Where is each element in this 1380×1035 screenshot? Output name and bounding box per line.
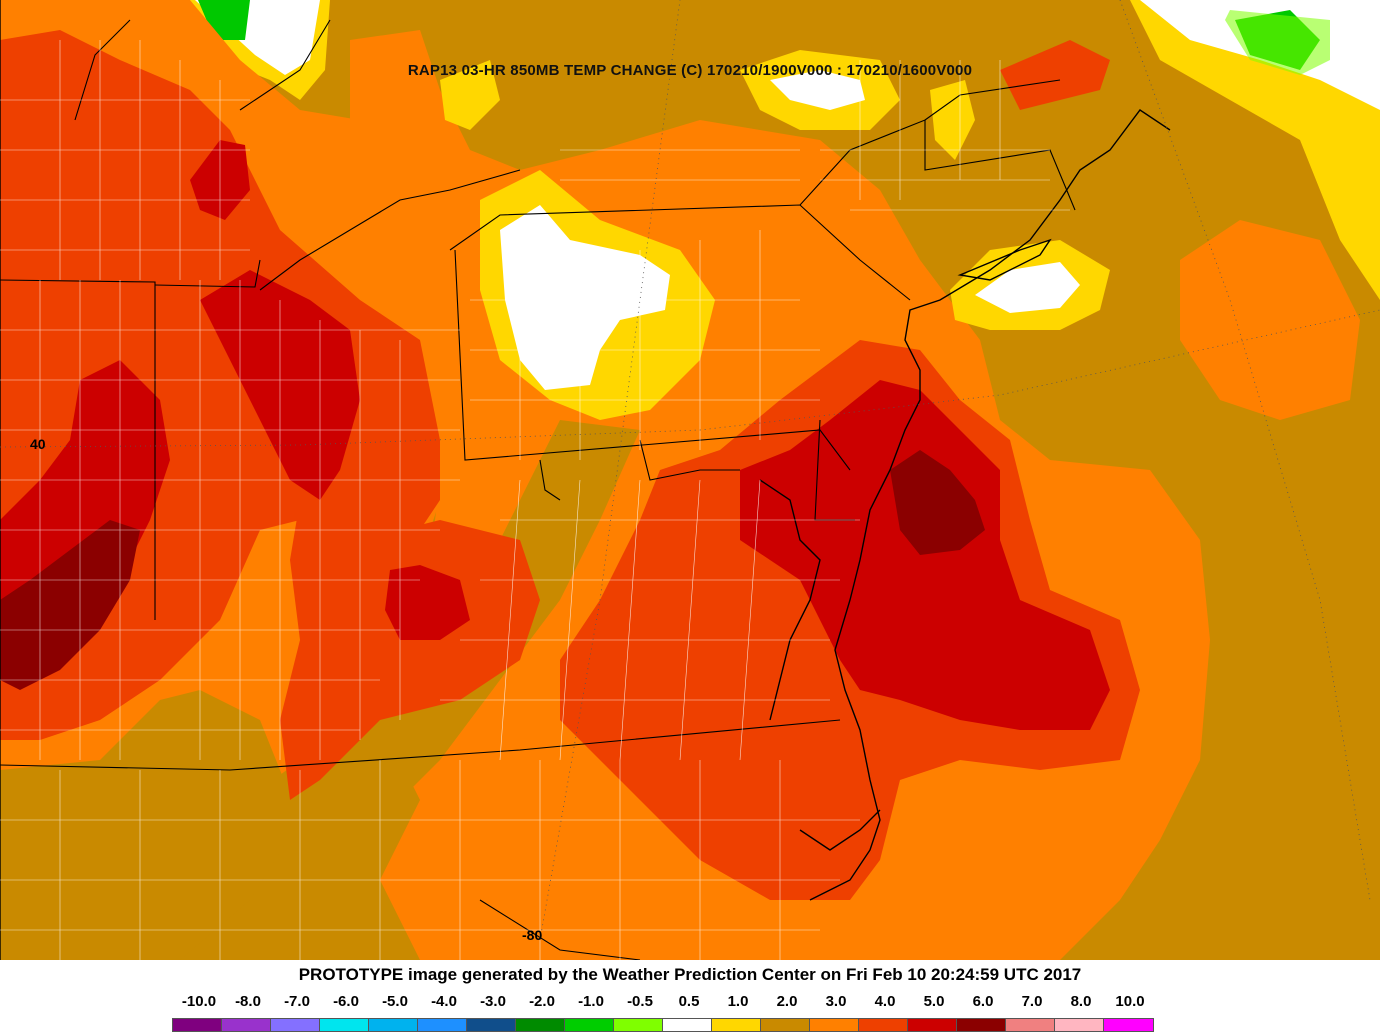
field-white-newyork (770, 70, 865, 110)
field-redorange-ohio (280, 500, 540, 800)
field-white-longisland (975, 262, 1080, 313)
legend-colorbar (172, 1018, 1154, 1032)
field-darkred-atlantic (890, 450, 985, 555)
legend-label: 2.0 (776, 993, 798, 1010)
legend-swatch (516, 1019, 565, 1031)
legend-swatch (173, 1019, 222, 1031)
state-boundaries (0, 19, 1076, 960)
legend-label: 6.0 (972, 993, 994, 1010)
legend-label: -0.5 (627, 993, 653, 1010)
coastline (0, 0, 1171, 960)
legend-swatch (1104, 1019, 1153, 1031)
legend-label: -7.0 (284, 993, 310, 1010)
legend-swatch (369, 1019, 418, 1031)
legend-swatch (418, 1019, 467, 1031)
field-pale-massachusetts (930, 80, 975, 160)
legend-label: 3.0 (825, 993, 847, 1010)
map-canvas (0, 0, 1380, 960)
legend-swatch (908, 1019, 957, 1031)
legend-label: 10.0 (1115, 993, 1145, 1010)
legend-swatch (320, 1019, 369, 1031)
legend-label: -4.0 (431, 993, 457, 1010)
legend-label: 4.0 (874, 993, 896, 1010)
legend-swatch (467, 1019, 516, 1031)
weather-map: RAP13 03-HR 850MB TEMP CHANGE (C) 170210… (0, 0, 1380, 960)
field-white-pennsylvania (500, 205, 670, 390)
legend-label: -1.0 (578, 993, 604, 1010)
legend-labels: -10.0 -8.0 -7.0 -6.0 -5.0 -4.0 -3.0 -2.0 -1.0 -0.… (0, 993, 1380, 1013)
map-title: RAP13 03-HR 850MB TEMP CHANGE (C) 170210… (407, 62, 973, 79)
field-redorange-mass (1000, 40, 1110, 110)
latitude-label: 40 (30, 436, 46, 452)
legend-swatch (957, 1019, 1006, 1031)
footer: PROTOTYPE image generated by the Weather… (0, 960, 1380, 1035)
legend-swatch (761, 1019, 810, 1031)
legend-label: 8.0 (1070, 993, 1092, 1010)
field-darkred-indiana (0, 520, 140, 690)
legend-label: 7.0 (1021, 993, 1043, 1010)
field-orange-east (1180, 220, 1360, 420)
legend-swatch (614, 1019, 663, 1031)
legend-label: -2.0 (529, 993, 555, 1010)
legend-swatch (663, 1019, 712, 1031)
lat-lon-grid (0, 0, 1380, 941)
legend-label: -5.0 (382, 993, 408, 1010)
legend-label: -8.0 (235, 993, 261, 1010)
credit-text: PROTOTYPE image generated by the Weather… (298, 965, 1082, 984)
legend-label: -6.0 (333, 993, 359, 1010)
legend-label: -3.0 (480, 993, 506, 1010)
field-lightgreen-northeast (1225, 10, 1330, 75)
longitude-label: -80 (522, 927, 543, 943)
legend-swatch (859, 1019, 908, 1031)
field-brown-south (0, 690, 300, 960)
field-red-delmarva (740, 380, 1110, 730)
legend-swatch (1055, 1019, 1104, 1031)
field-red-kentucky (385, 565, 470, 640)
legend-swatch (271, 1019, 320, 1031)
field-pale-erie (440, 60, 500, 130)
legend-label: 1.0 (727, 993, 749, 1010)
legend-swatch (712, 1019, 761, 1031)
legend-label: 5.0 (923, 993, 945, 1010)
county-lines (0, 40, 1070, 960)
legend-label: 0.5 (678, 993, 700, 1010)
legend-swatch (810, 1019, 859, 1031)
legend-label: -10.0 (181, 993, 217, 1010)
legend-swatch (565, 1019, 614, 1031)
legend-swatch (1006, 1019, 1055, 1031)
legend-swatch (222, 1019, 271, 1031)
